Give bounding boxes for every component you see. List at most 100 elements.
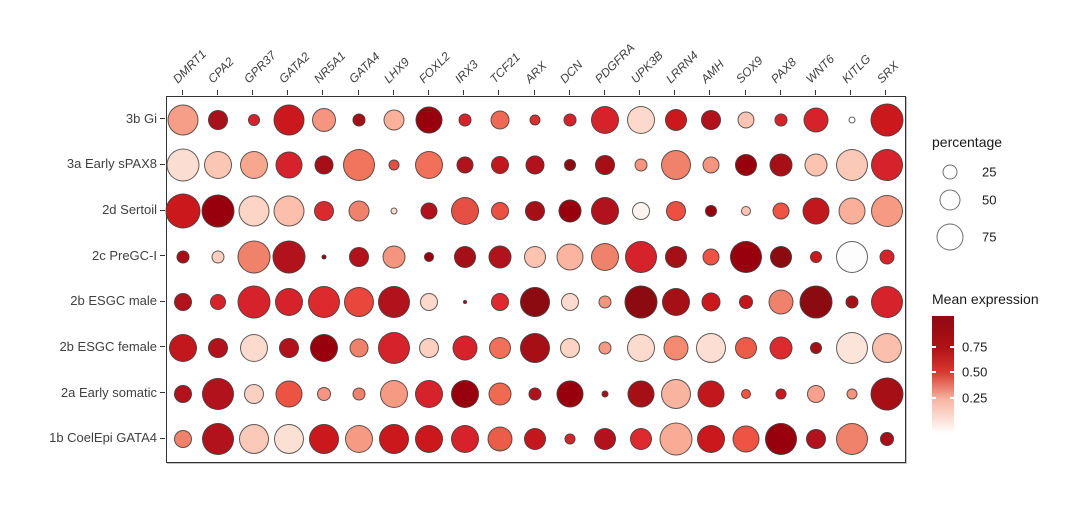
cluster-row-label: 1b CoelEpi GATA4 xyxy=(49,430,157,446)
expression-dot xyxy=(462,300,467,305)
y-axis-tick xyxy=(160,163,165,165)
expression-dot xyxy=(700,109,721,130)
expression-dot xyxy=(845,295,859,309)
expression-dot xyxy=(870,103,904,137)
x-axis-tick xyxy=(674,90,676,95)
expression-dot xyxy=(660,378,691,409)
expression-dot xyxy=(770,245,793,268)
gene-label: CPA2 xyxy=(205,54,237,86)
expression-dot xyxy=(349,338,369,358)
expression-dot xyxy=(806,429,827,450)
expression-dot xyxy=(458,113,472,127)
expression-dot xyxy=(802,197,830,225)
expression-dot xyxy=(211,250,225,264)
expression-dot xyxy=(520,287,550,318)
expression-dot xyxy=(348,200,370,222)
gene-label: GATA2 xyxy=(275,49,313,86)
x-axis-tick xyxy=(814,90,816,95)
expression-dot xyxy=(452,335,478,361)
expression-dot xyxy=(202,423,235,456)
expression-dot xyxy=(382,245,406,269)
expression-dot xyxy=(208,109,229,130)
expression-dot xyxy=(741,206,752,217)
expression-dot xyxy=(415,151,444,180)
expression-dot xyxy=(871,332,902,363)
expression-dot xyxy=(349,246,370,267)
size-legend-title: percentage xyxy=(932,134,1003,150)
expression-dot xyxy=(702,248,720,266)
y-axis-tick xyxy=(160,118,165,120)
expression-dot xyxy=(343,149,376,182)
expression-dot xyxy=(663,335,689,361)
expression-dot xyxy=(313,201,334,222)
expression-dot xyxy=(274,288,303,317)
expression-dot xyxy=(243,383,264,404)
expression-dot xyxy=(415,379,444,408)
plot-panel xyxy=(165,96,906,463)
gene-label: GATA4 xyxy=(346,49,383,86)
expression-dot xyxy=(419,337,440,358)
colorbar-tick-label: 0.25 xyxy=(962,390,988,406)
x-axis-tick xyxy=(427,90,429,95)
expression-dot xyxy=(238,195,270,227)
expression-dot xyxy=(490,293,509,312)
expression-dot xyxy=(879,432,894,447)
expression-dot xyxy=(344,287,375,318)
expression-dot xyxy=(169,333,198,362)
expression-dot xyxy=(273,424,304,455)
expression-dot xyxy=(769,336,793,360)
expression-dot xyxy=(450,379,479,408)
expression-dot xyxy=(870,286,903,319)
expression-dot xyxy=(807,384,826,403)
expression-dot xyxy=(238,424,269,455)
x-axis-tick xyxy=(603,90,605,95)
expression-dot xyxy=(453,245,476,268)
expression-dot xyxy=(631,202,650,221)
expression-dot xyxy=(308,424,339,455)
expression-dot xyxy=(626,333,655,362)
expression-dot xyxy=(273,195,305,227)
expression-dot xyxy=(591,105,620,134)
expression-dot xyxy=(488,382,512,406)
expression-dot xyxy=(741,388,752,399)
expression-dot xyxy=(598,295,612,309)
expression-dot xyxy=(307,286,340,319)
expression-dot xyxy=(595,155,616,176)
colorbar-tick xyxy=(932,397,936,399)
expression-dot xyxy=(247,113,260,126)
expression-dot xyxy=(769,153,793,177)
y-axis-tick xyxy=(160,255,165,257)
gene-label: WNT6 xyxy=(803,52,838,86)
expression-dot xyxy=(624,240,657,273)
expression-dot xyxy=(701,292,721,312)
x-axis-tick xyxy=(287,90,289,95)
expression-dot xyxy=(664,245,687,268)
x-axis-tick xyxy=(885,90,887,95)
gene-label: IRX3 xyxy=(451,57,481,86)
expression-dot xyxy=(870,195,903,228)
expression-dot xyxy=(378,331,411,364)
colorbar-tick xyxy=(950,397,954,399)
x-axis-tick xyxy=(322,90,324,95)
size-legend-circle xyxy=(939,189,961,211)
expression-dot xyxy=(564,433,576,445)
expression-dot xyxy=(702,156,720,174)
expression-dot xyxy=(697,380,725,408)
expression-dot xyxy=(415,106,443,134)
expression-dot xyxy=(730,240,763,273)
expression-dot xyxy=(420,202,438,220)
expression-dot xyxy=(424,251,435,262)
expression-dot xyxy=(696,425,725,454)
x-axis-tick xyxy=(709,90,711,95)
expression-dot xyxy=(488,245,512,269)
expression-dot xyxy=(556,380,584,408)
expression-dot xyxy=(456,156,474,174)
x-axis-tick xyxy=(252,90,254,95)
cluster-row-label: 3a Early sPAX8 xyxy=(66,156,157,172)
gene-label: GPR37 xyxy=(240,48,279,86)
expression-dot xyxy=(848,116,856,124)
gene-label: SOX9 xyxy=(733,53,766,86)
gene-label: AMH xyxy=(697,57,727,86)
expression-dot xyxy=(768,289,794,315)
gene-label: DMRT1 xyxy=(170,47,210,86)
